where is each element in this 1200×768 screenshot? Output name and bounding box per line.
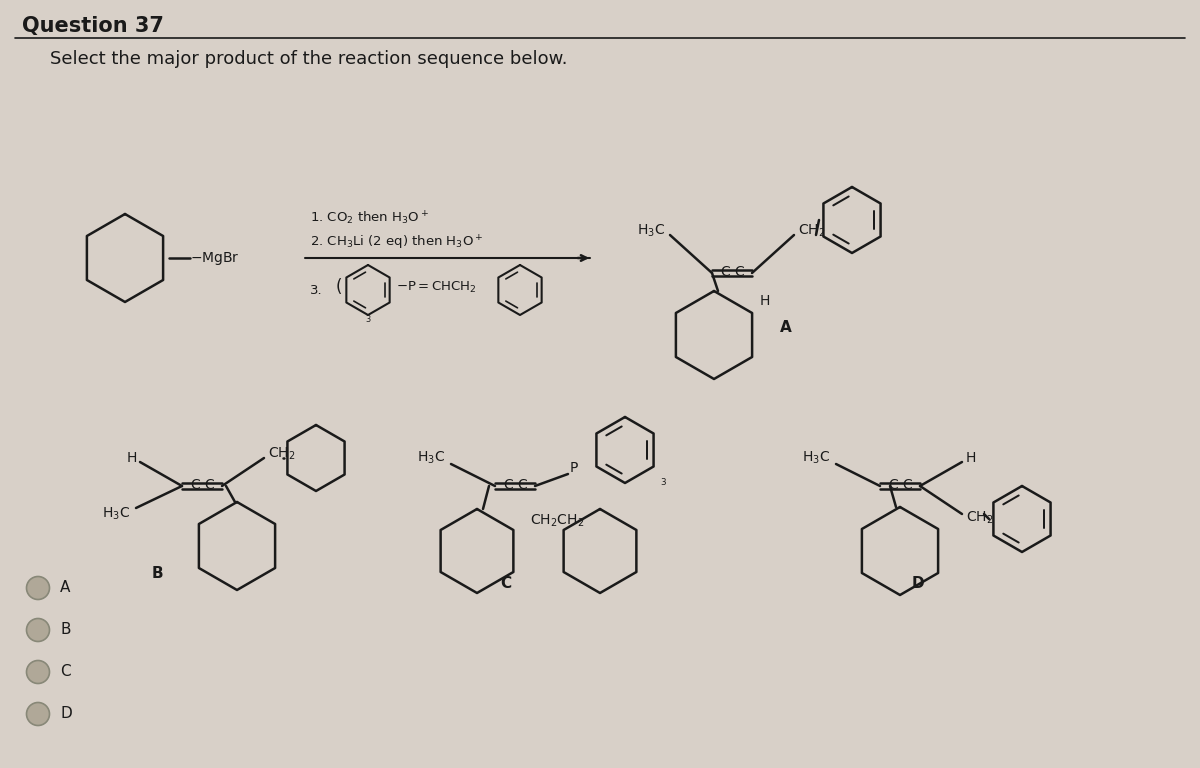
Text: C: C (888, 478, 898, 492)
Text: B: B (60, 623, 71, 637)
Text: H$_3$C: H$_3$C (802, 450, 830, 466)
Text: CH$_2$: CH$_2$ (268, 445, 295, 462)
Text: H$_3$C: H$_3$C (102, 506, 130, 522)
Text: D: D (912, 577, 925, 591)
Text: C: C (503, 478, 514, 492)
Text: 2. CH$_3$Li (2 eq) then H$_3$O$^+$: 2. CH$_3$Li (2 eq) then H$_3$O$^+$ (310, 233, 484, 252)
Text: 3.: 3. (310, 283, 323, 296)
Text: C: C (191, 478, 200, 492)
Text: Question 37: Question 37 (22, 16, 164, 36)
Text: H: H (966, 451, 977, 465)
Text: H$_3$C: H$_3$C (416, 450, 445, 466)
Circle shape (26, 703, 49, 726)
Text: CH$_2$: CH$_2$ (798, 223, 826, 239)
Text: (: ( (336, 278, 342, 296)
Text: $_3$: $_3$ (660, 475, 667, 488)
Text: C: C (902, 478, 912, 492)
Text: C: C (204, 478, 214, 492)
Text: $-$MgBr: $-$MgBr (190, 250, 240, 266)
Text: C: C (517, 478, 527, 492)
Text: C: C (720, 265, 730, 279)
Text: C: C (500, 577, 511, 591)
Text: H: H (760, 294, 770, 308)
Text: CH$_2$: CH$_2$ (966, 510, 994, 526)
Text: B: B (152, 567, 163, 581)
Text: 1. CO$_2$ then H$_3$O$^+$: 1. CO$_2$ then H$_3$O$^+$ (310, 210, 428, 227)
Text: P: P (570, 461, 578, 475)
Text: H: H (127, 451, 137, 465)
Text: C: C (60, 664, 71, 680)
Circle shape (26, 618, 49, 641)
Circle shape (26, 577, 49, 600)
Text: $_3$: $_3$ (365, 312, 371, 325)
Text: $-$P$=$CHCH$_2$: $-$P$=$CHCH$_2$ (396, 280, 476, 295)
Circle shape (26, 660, 49, 684)
Text: A: A (780, 320, 792, 336)
Text: CH$_2$CH$_2$: CH$_2$CH$_2$ (530, 513, 584, 529)
Text: D: D (60, 707, 72, 721)
Text: C: C (734, 265, 744, 279)
Text: Select the major product of the reaction sequence below.: Select the major product of the reaction… (50, 50, 568, 68)
Text: H$_3$C: H$_3$C (637, 223, 665, 239)
Text: A: A (60, 581, 71, 595)
